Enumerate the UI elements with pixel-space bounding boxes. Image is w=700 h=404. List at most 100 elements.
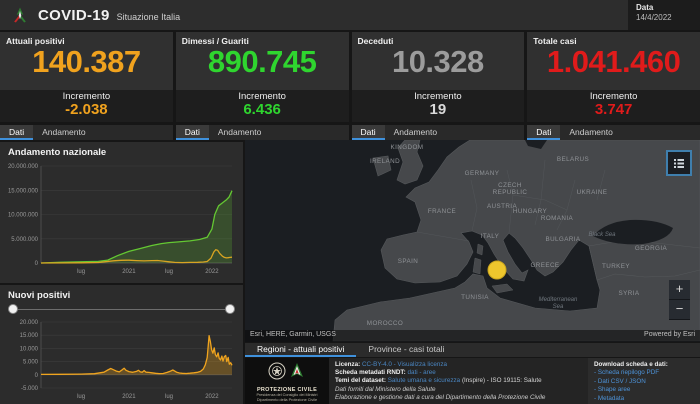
svg-text:2022: 2022: [205, 269, 219, 275]
license-link[interactable]: CC-BY-4.0 - Visualizza licenza: [361, 361, 447, 368]
protezione-civile-logo-icon: [14, 7, 26, 23]
svg-text:BELARUS: BELARUS: [557, 156, 589, 163]
increment-value: 3.747: [594, 101, 633, 118]
svg-text:10.000.000: 10.000.000: [8, 213, 39, 219]
land-europe-africa: [332, 139, 700, 342]
app-title: COVID-19: [38, 6, 110, 24]
legend-list-icon: [674, 159, 684, 168]
svg-text:2021: 2021: [122, 394, 136, 400]
downloads-panel: Download scheda e dati: - Scheda riepilo…: [588, 358, 700, 404]
slider-handle-right[interactable]: [225, 304, 235, 314]
logo-subtitle-2: Dipartimento della Protezione Civile: [256, 397, 318, 402]
svg-text:0: 0: [35, 373, 39, 379]
svg-text:15.000: 15.000: [20, 333, 39, 339]
dataset-theme-rest: (Inspire) - ISO 19115: Salute: [460, 377, 542, 385]
increment-value: 19: [429, 101, 447, 118]
map-legend-button[interactable]: [666, 150, 692, 176]
svg-text:GREECE: GREECE: [531, 262, 560, 269]
svg-text:CZECH: CZECH: [498, 182, 522, 189]
header-bar: COVID-19 Situazione Italia Data 14/4/202…: [0, 0, 700, 30]
svg-text:5.000.000: 5.000.000: [11, 237, 38, 243]
increment-label: Incremento: [62, 91, 111, 102]
svg-text:KINGDOM: KINGDOM: [391, 144, 424, 151]
tab-dati[interactable]: Dati: [175, 125, 209, 140]
new-positives-chart[interactable]: -5.000 0 5.000 10.000 15.000 20.000 lug 2021 lug…: [6, 316, 237, 401]
protezione-civile-logo-block: PROTEZIONE CIVILE Presidenza del Consigl…: [245, 358, 329, 404]
card-tabs: Dati Andamento: [351, 125, 525, 140]
bottom-tab-bar: Regioni - attuali positivi Province - ca…: [245, 343, 700, 357]
download-csv-json-link[interactable]: - Dati CSV / JSON: [594, 377, 646, 385]
svg-text:HUNGARY: HUNGARY: [513, 208, 548, 215]
map-canvas[interactable]: KINGDOM IRELAND BELARUS GERMANY CZECHREPUBLI…: [245, 139, 700, 342]
svg-text:TUNISIA: TUNISIA: [461, 294, 489, 301]
svg-text:lug: lug: [165, 269, 173, 275]
date-box: Data 14/4/2022: [628, 0, 700, 30]
card-totale-casi: Totale casi 1.041.460 Incremento 3.747 D…: [527, 32, 700, 140]
svg-text:UKRAINE: UKRAINE: [577, 189, 608, 196]
download-metadata-link[interactable]: - Metadata: [594, 394, 625, 402]
svg-text:2021: 2021: [122, 269, 136, 275]
svg-text:Mediterranean: Mediterranean: [539, 297, 578, 303]
new-positives-panel: Nuovi positivi -5.000 0 5.000 10.000 15.000 2…: [0, 285, 243, 404]
increment-strip: Incremento 3.747: [527, 90, 700, 122]
svg-text:Black Sea: Black Sea: [588, 232, 616, 238]
time-range-slider[interactable]: [6, 303, 237, 316]
europe-map[interactable]: KINGDOM IRELAND BELARUS GERMANY CZECH REPUBLI…: [245, 139, 700, 342]
italy-data-marker[interactable]: [487, 260, 507, 280]
svg-text:SYRIA: SYRIA: [619, 290, 640, 297]
svg-text:IRELAND: IRELAND: [370, 158, 400, 165]
national-trend-panel: Andamento nazionale 0 5.000.000 10.000.000…: [0, 142, 243, 283]
land-uk: [396, 139, 424, 185]
increment-label: Incremento: [238, 91, 286, 102]
increment-strip: Incremento 6.436: [175, 90, 349, 122]
map-country-labels: KINGDOM IRELAND BELARUS GERMANY CZECHREPUBLI…: [367, 144, 668, 327]
increment-value: 6.436: [243, 101, 281, 118]
zoom-out-button[interactable]: −: [669, 300, 690, 320]
data-source-note: Dati forniti dal Ministero della Salute: [335, 385, 436, 393]
slider-track[interactable]: [12, 309, 231, 310]
dataset-theme-link[interactable]: Salute umana e sicurezza: [387, 377, 461, 385]
national-trend-chart[interactable]: 0 5.000.000 10.000.000 15.000.000 20.000.000…: [6, 160, 237, 276]
card-value: 1.041.460: [546, 44, 681, 79]
svg-text:lug: lug: [77, 269, 85, 275]
data-management-note: Elaborazione e gestione dati a cura del …: [335, 393, 546, 401]
card-value: 890.745: [207, 44, 317, 79]
increment-strip: Incremento -2.038: [0, 90, 173, 122]
powered-by-esri: Powered by Esri: [644, 331, 695, 338]
svg-text:Sea: Sea: [553, 304, 564, 310]
tab-province-casi-totali[interactable]: Province - casi totali: [368, 344, 445, 354]
zoom-in-button[interactable]: +: [669, 280, 690, 300]
date-value: 14/4/2022: [636, 13, 672, 22]
downloads-title: Download scheda e dati:: [594, 361, 668, 368]
svg-text:0: 0: [35, 261, 39, 267]
card-title: Attuali positivi: [6, 36, 65, 46]
card-attuali-positivi: Attuali positivi 140.387 Incremento -2.0…: [0, 32, 173, 140]
tab-dati[interactable]: Dati: [0, 125, 34, 140]
increment-strip: Incremento 19: [351, 90, 525, 122]
rndt-link[interactable]: dati - aree: [407, 369, 436, 377]
rndt-label: Scheda metadati RNDT:: [335, 369, 406, 377]
tab-andamento[interactable]: Andamento: [569, 127, 613, 137]
increment-label: Incremento: [414, 91, 462, 102]
map-attribution-bar: Esri, HERE, Garmin, USGS Powered by Esri: [245, 330, 700, 342]
tab-regioni-attuali-positivi[interactable]: Regioni - attuali positivi: [245, 343, 357, 357]
svg-text:lug: lug: [77, 394, 85, 400]
download-shape-link[interactable]: - Shape aree: [594, 386, 631, 394]
panel-title: Andamento nazionale: [8, 147, 107, 158]
svg-text:GEORGIA: GEORGIA: [635, 245, 668, 252]
svg-text:GERMANY: GERMANY: [465, 170, 500, 177]
svg-text:BULGARIA: BULGARIA: [545, 236, 580, 243]
tab-andamento[interactable]: Andamento: [42, 127, 86, 137]
tab-dati[interactable]: Dati: [351, 125, 385, 140]
slider-handle-left[interactable]: [8, 304, 18, 314]
download-pdf-link[interactable]: - Scheda riepilogo PDF: [594, 369, 660, 377]
tab-andamento[interactable]: Andamento: [217, 127, 262, 137]
svg-text:20.000.000: 20.000.000: [8, 164, 39, 170]
svg-text:AUSTRIA: AUSTRIA: [487, 203, 517, 210]
svg-text:MOROCCO: MOROCCO: [367, 320, 403, 327]
black-sea: [593, 219, 673, 245]
tab-dati[interactable]: Dati: [527, 125, 561, 140]
footer: PROTEZIONE CIVILE Presidenza del Consigl…: [245, 358, 700, 404]
tab-andamento[interactable]: Andamento: [393, 127, 438, 137]
